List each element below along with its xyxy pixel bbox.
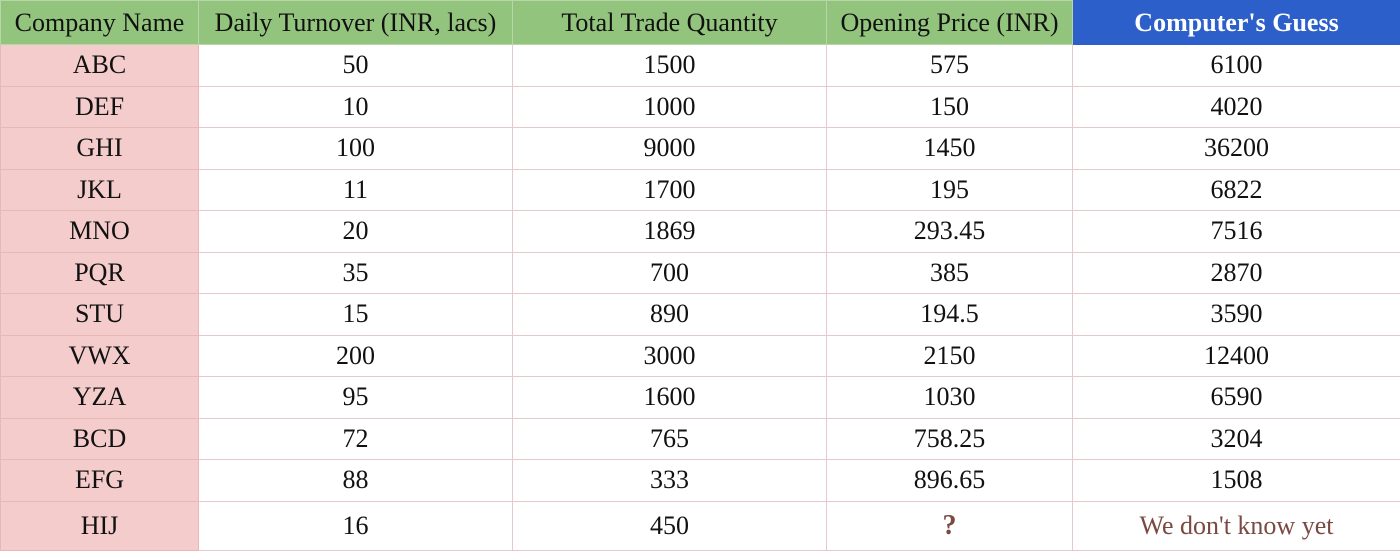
- cell-opening-price[interactable]: 575: [827, 45, 1073, 87]
- header-row: Company Name Daily Turnover (INR, lacs) …: [1, 1, 1400, 45]
- table-row: MNO 20 1869 293.45 7516: [1, 211, 1400, 253]
- cell-computers-guess[interactable]: 36200: [1073, 128, 1400, 170]
- cell-opening-price[interactable]: 2150: [827, 335, 1073, 377]
- cell-company-name[interactable]: STU: [1, 294, 199, 336]
- cell-total-trade-quantity[interactable]: 1000: [513, 86, 827, 128]
- cell-daily-turnover[interactable]: 20: [199, 211, 513, 253]
- header-total-trade-quantity[interactable]: Total Trade Quantity: [513, 1, 827, 45]
- cell-computers-guess-unknown[interactable]: We don't know yet: [1073, 501, 1400, 550]
- cell-total-trade-quantity[interactable]: 1700: [513, 169, 827, 211]
- cell-company-name[interactable]: YZA: [1, 377, 199, 419]
- cell-total-trade-quantity[interactable]: 450: [513, 501, 827, 550]
- cell-daily-turnover[interactable]: 35: [199, 252, 513, 294]
- cell-opening-price[interactable]: 758.25: [827, 418, 1073, 460]
- table-row: BCD 72 765 758.25 3204: [1, 418, 1400, 460]
- table-row: HIJ 16 450 ? We don't know yet: [1, 501, 1400, 550]
- cell-company-name[interactable]: PQR: [1, 252, 199, 294]
- table-row: STU 15 890 194.5 3590: [1, 294, 1400, 336]
- cell-computers-guess[interactable]: 6100: [1073, 45, 1400, 87]
- header-daily-turnover[interactable]: Daily Turnover (INR, lacs): [199, 1, 513, 45]
- table-row: YZA 95 1600 1030 6590: [1, 377, 1400, 419]
- cell-opening-price-unknown[interactable]: ?: [827, 501, 1073, 550]
- cell-computers-guess[interactable]: 7516: [1073, 211, 1400, 253]
- cell-daily-turnover[interactable]: 10: [199, 86, 513, 128]
- cell-daily-turnover[interactable]: 200: [199, 335, 513, 377]
- table-row: EFG 88 333 896.65 1508: [1, 460, 1400, 502]
- cell-daily-turnover[interactable]: 15: [199, 294, 513, 336]
- cell-company-name[interactable]: DEF: [1, 86, 199, 128]
- cell-company-name[interactable]: JKL: [1, 169, 199, 211]
- cell-daily-turnover[interactable]: 16: [199, 501, 513, 550]
- table-row: DEF 10 1000 150 4020: [1, 86, 1400, 128]
- cell-daily-turnover[interactable]: 50: [199, 45, 513, 87]
- cell-company-name[interactable]: MNO: [1, 211, 199, 253]
- cell-computers-guess[interactable]: 3204: [1073, 418, 1400, 460]
- cell-opening-price[interactable]: 293.45: [827, 211, 1073, 253]
- cell-total-trade-quantity[interactable]: 765: [513, 418, 827, 460]
- table-row: ABC 50 1500 575 6100: [1, 45, 1400, 87]
- cell-opening-price[interactable]: 1450: [827, 128, 1073, 170]
- cell-opening-price[interactable]: 195: [827, 169, 1073, 211]
- cell-computers-guess[interactable]: 2870: [1073, 252, 1400, 294]
- cell-computers-guess[interactable]: 6822: [1073, 169, 1400, 211]
- cell-daily-turnover[interactable]: 88: [199, 460, 513, 502]
- cell-total-trade-quantity[interactable]: 3000: [513, 335, 827, 377]
- cell-total-trade-quantity[interactable]: 333: [513, 460, 827, 502]
- cell-opening-price[interactable]: 385: [827, 252, 1073, 294]
- cell-company-name[interactable]: EFG: [1, 460, 199, 502]
- cell-total-trade-quantity[interactable]: 1500: [513, 45, 827, 87]
- table-row: VWX 200 3000 2150 12400: [1, 335, 1400, 377]
- header-company-name[interactable]: Company Name: [1, 1, 199, 45]
- cell-total-trade-quantity[interactable]: 890: [513, 294, 827, 336]
- cell-opening-price[interactable]: 896.65: [827, 460, 1073, 502]
- cell-daily-turnover[interactable]: 11: [199, 169, 513, 211]
- cell-company-name[interactable]: VWX: [1, 335, 199, 377]
- cell-total-trade-quantity[interactable]: 700: [513, 252, 827, 294]
- cell-company-name[interactable]: BCD: [1, 418, 199, 460]
- cell-opening-price[interactable]: 194.5: [827, 294, 1073, 336]
- cell-total-trade-quantity[interactable]: 1869: [513, 211, 827, 253]
- table-row: PQR 35 700 385 2870: [1, 252, 1400, 294]
- cell-daily-turnover[interactable]: 100: [199, 128, 513, 170]
- cell-computers-guess[interactable]: 3590: [1073, 294, 1400, 336]
- cell-opening-price[interactable]: 1030: [827, 377, 1073, 419]
- header-opening-price[interactable]: Opening Price (INR): [827, 1, 1073, 45]
- cell-daily-turnover[interactable]: 72: [199, 418, 513, 460]
- cell-computers-guess[interactable]: 12400: [1073, 335, 1400, 377]
- cell-company-name[interactable]: ABC: [1, 45, 199, 87]
- cell-computers-guess[interactable]: 4020: [1073, 86, 1400, 128]
- table-row: JKL 11 1700 195 6822: [1, 169, 1400, 211]
- table-row: GHI 100 9000 1450 36200: [1, 128, 1400, 170]
- cell-daily-turnover[interactable]: 95: [199, 377, 513, 419]
- cell-company-name[interactable]: HIJ: [1, 501, 199, 550]
- cell-company-name[interactable]: GHI: [1, 128, 199, 170]
- cell-opening-price[interactable]: 150: [827, 86, 1073, 128]
- cell-total-trade-quantity[interactable]: 9000: [513, 128, 827, 170]
- header-computers-guess[interactable]: Computer's Guess: [1073, 1, 1400, 45]
- cell-total-trade-quantity[interactable]: 1600: [513, 377, 827, 419]
- cell-computers-guess[interactable]: 1508: [1073, 460, 1400, 502]
- cell-computers-guess[interactable]: 6590: [1073, 377, 1400, 419]
